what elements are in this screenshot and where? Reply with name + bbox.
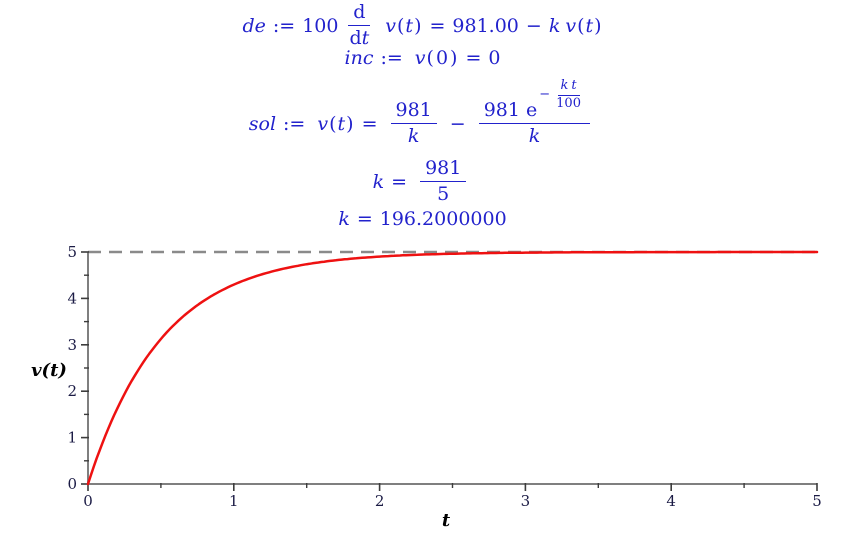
x-tick-label: 0	[83, 492, 93, 510]
equals-operator: =	[361, 112, 378, 135]
assign-operator: :=	[380, 47, 403, 69]
y-tick-label: 1	[67, 429, 77, 447]
rhs-zero: 0	[488, 47, 501, 69]
ddt-numerator: d	[353, 1, 366, 23]
de-name: de	[242, 14, 266, 37]
coefficient: 100	[302, 14, 339, 37]
y-axis-label: v(t)	[31, 360, 67, 381]
t-symbol: t	[405, 14, 414, 37]
v-symbol: v	[414, 47, 426, 69]
y-tick-label: 4	[67, 289, 77, 307]
v-symbol: v	[565, 14, 577, 37]
right-paren: )	[450, 47, 458, 69]
exp-coefficient: 981 e	[483, 99, 538, 121]
exponent-k: k	[560, 78, 569, 94]
ddt-denominator-t: t	[361, 26, 370, 49]
right-paren: )	[594, 14, 602, 37]
equation-k-decimal: k = 196.2000000	[0, 208, 845, 230]
inc-name: inc	[344, 47, 374, 69]
exponent-t: t	[571, 78, 577, 94]
x-tick-label: 2	[375, 492, 385, 510]
equals-operator: =	[429, 14, 446, 37]
first-fraction-denominator: k	[407, 124, 420, 147]
exponent-minus: −	[539, 87, 551, 103]
velocity-curve	[86, 250, 819, 486]
right-paren: )	[414, 14, 422, 37]
assign-operator: :=	[272, 14, 296, 37]
equals-operator: =	[391, 170, 408, 193]
x-tick-label: 1	[229, 492, 239, 510]
y-tick-label: 2	[67, 382, 77, 400]
x-tick-label: 5	[812, 492, 822, 510]
ddt-denominator-d: d	[349, 26, 362, 49]
k-symbol: k	[338, 208, 350, 230]
x-axis-label: t	[441, 510, 451, 531]
v-of-zero: v(0)	[415, 47, 459, 69]
zero-argument: 0	[435, 47, 449, 69]
left-paren: (	[577, 14, 585, 37]
k-symbol: k	[548, 14, 561, 37]
right-paren: )	[346, 112, 354, 135]
first-fraction-numerator: 981	[395, 99, 432, 121]
v-of-t: v(t)	[385, 15, 422, 37]
minus-operator: −	[449, 112, 466, 135]
first-fraction: 981 k	[390, 99, 437, 148]
left-paren: (	[397, 14, 405, 37]
rhs-constant: 981.00	[452, 14, 519, 37]
exponent-denominator: 100	[556, 95, 581, 111]
y-tick-label: 0	[67, 475, 77, 493]
k-fraction-numerator: 981	[425, 157, 462, 179]
v-symbol: v	[317, 112, 329, 135]
minus-operator: −	[525, 14, 542, 37]
assign-operator: :=	[283, 112, 306, 135]
k-value-fraction: 981 5	[420, 157, 467, 206]
v-of-t: v(t)	[565, 15, 602, 37]
equals-operator: =	[356, 208, 373, 230]
v-of-t: v(t)	[317, 113, 354, 135]
y-tick-label: 5	[67, 243, 77, 261]
k-symbol: k	[372, 170, 385, 193]
equals-operator: =	[465, 47, 482, 69]
x-tick-label: 4	[666, 492, 676, 510]
exp-fraction-denominator: k	[528, 124, 541, 147]
left-paren: (	[426, 47, 434, 69]
t-symbol: t	[337, 112, 346, 135]
v-symbol: v	[385, 14, 396, 37]
equation-k-fraction: k = 981 5	[0, 157, 845, 206]
k-fraction-denominator: 5	[437, 182, 450, 205]
y-tick-label: 3	[67, 336, 77, 354]
left-paren: (	[329, 112, 337, 135]
sol-name: sol	[248, 112, 277, 135]
t-symbol: t	[585, 14, 594, 37]
k-decimal-value: 196.2000000	[379, 208, 507, 230]
equation-inc: inc := v(0) = 0	[0, 47, 845, 69]
x-tick-label: 3	[521, 492, 531, 510]
